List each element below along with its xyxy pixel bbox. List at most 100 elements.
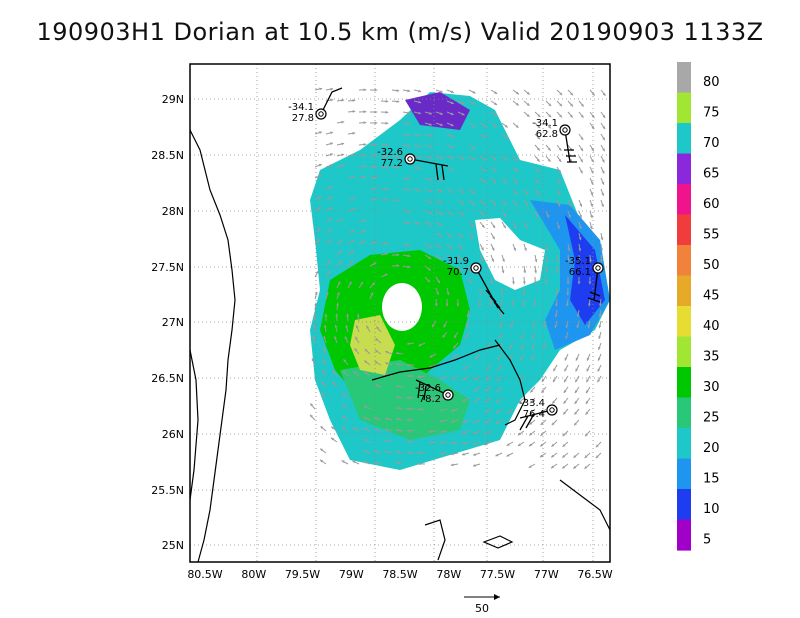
wind-arrow-head — [324, 313, 328, 317]
wind-arrow-head — [556, 259, 560, 263]
wind-arrow-head — [450, 90, 454, 93]
wind-arrow-head — [445, 303, 449, 307]
wind-arrow-head — [332, 370, 336, 374]
station-ring — [592, 262, 604, 274]
colorbar-segment — [677, 367, 691, 399]
wind-arrow-head — [493, 157, 497, 161]
wind-arrow-head — [429, 145, 432, 148]
wind-arrow-head — [429, 111, 432, 115]
wind-arrow-head — [590, 203, 593, 207]
wind-arrow-head — [591, 92, 595, 96]
wind-arrow-head — [515, 102, 519, 106]
colorbar-segment — [677, 153, 691, 185]
wind-arrow-head — [496, 410, 499, 414]
colorbar-label: 60 — [703, 197, 720, 212]
andros — [424, 519, 446, 561]
colorbar-segment — [677, 123, 691, 155]
wind-arrow-head — [417, 407, 421, 411]
lon-tick-label: 79.5W — [285, 568, 320, 581]
wind-arrow-head — [537, 125, 541, 129]
wind-arrow-head — [503, 214, 507, 217]
wind-arrow-head — [335, 313, 339, 317]
wind-arrow-head — [323, 324, 327, 328]
wind-arrow-head — [385, 198, 389, 202]
wind-arrow-head — [364, 371, 367, 375]
wind-arrow-head — [341, 164, 344, 168]
wind-arrow-head — [325, 292, 329, 295]
lon-tick-label: 76.5W — [577, 568, 612, 581]
wind-arrow-head — [493, 202, 496, 206]
wind-arrow-head — [506, 453, 510, 457]
wind-arrow-head — [395, 461, 399, 465]
wind-arrow-head — [566, 281, 570, 285]
swath-deep-blue — [565, 215, 605, 325]
wind-arrow-head — [428, 430, 432, 433]
wind-arrow-head — [449, 246, 453, 250]
wind-arrow-head — [499, 325, 502, 328]
wind-arrow-head — [384, 450, 388, 454]
wind-arrow-head — [385, 241, 389, 245]
wind-arrow-head — [428, 440, 432, 444]
wind-arrow-head — [352, 110, 356, 113]
wind-arrow-head — [584, 455, 588, 458]
wind-arrow-head — [429, 354, 433, 358]
wind-arrow-head — [601, 170, 605, 174]
wind-arrow-head — [363, 121, 367, 125]
wind-arrow-head — [574, 422, 577, 426]
wind-arrow-head — [562, 444, 566, 447]
wind-arrow-head — [439, 200, 443, 204]
wind-arrow-head — [376, 326, 380, 330]
wind-arrow-head — [351, 208, 355, 211]
wind-arrow-head — [575, 379, 578, 383]
wind-arrow-head — [374, 187, 378, 190]
wind-arrow-head — [514, 180, 518, 184]
wind-vectors — [309, 87, 606, 470]
wind-arrow-head — [531, 346, 535, 350]
wind-arrow-head — [573, 455, 577, 458]
wind-arrow-head — [450, 167, 454, 171]
wind-arrow-head — [548, 114, 552, 118]
wind-arrow-head — [439, 189, 443, 193]
wind-arrow-head — [551, 465, 554, 469]
wind-arrow-head — [566, 292, 570, 296]
wind-arrow-head — [588, 303, 591, 307]
florida-coast — [189, 129, 236, 563]
wind-barb — [320, 87, 343, 115]
colorbar-label: 10 — [703, 502, 720, 517]
wind-arrow-head — [557, 225, 560, 229]
wind-arrow-head — [406, 363, 410, 367]
wind-arrow-head — [472, 124, 476, 127]
wind-arrow-head — [529, 443, 532, 447]
wind-arrow-head — [499, 314, 503, 318]
wind-arrow-head — [318, 196, 322, 199]
wind-arrow-head — [439, 441, 443, 445]
wind-arrow-head — [567, 259, 571, 263]
station-dot — [473, 265, 479, 271]
wind-arrow-head — [384, 417, 388, 421]
wind-arrow-head — [456, 303, 460, 307]
wind-arrow-head — [451, 409, 455, 412]
wind-arrow-head — [578, 259, 581, 263]
wind-arrow-head — [440, 398, 443, 401]
wind-arrow-head — [576, 325, 580, 329]
swath-purple-top — [405, 92, 470, 130]
wind-arrow-head — [371, 282, 375, 286]
wind-arrow-head — [502, 259, 505, 262]
wind-arrow-head — [462, 398, 466, 402]
station-ring — [315, 108, 327, 120]
wind-arrow-head — [513, 247, 516, 251]
wind-arrow-head — [384, 439, 388, 443]
wind-arrow-head — [329, 196, 333, 200]
eye — [382, 283, 422, 331]
wind-arrow-head — [481, 247, 484, 251]
wind-arrow-head — [496, 378, 500, 382]
colorbar-label: 5 — [703, 532, 711, 547]
flight-observations: -34.127.8 -34.162.8-32.677.2-31.970.7-35.… — [288, 87, 604, 431]
wind-arrow-head — [310, 403, 314, 407]
wind-arrow-head — [330, 131, 334, 135]
wind-arrow-head — [406, 396, 410, 400]
lon-tick-label: 77.5W — [480, 568, 515, 581]
wind-arrow-head — [417, 451, 421, 455]
station-dot — [595, 265, 601, 271]
